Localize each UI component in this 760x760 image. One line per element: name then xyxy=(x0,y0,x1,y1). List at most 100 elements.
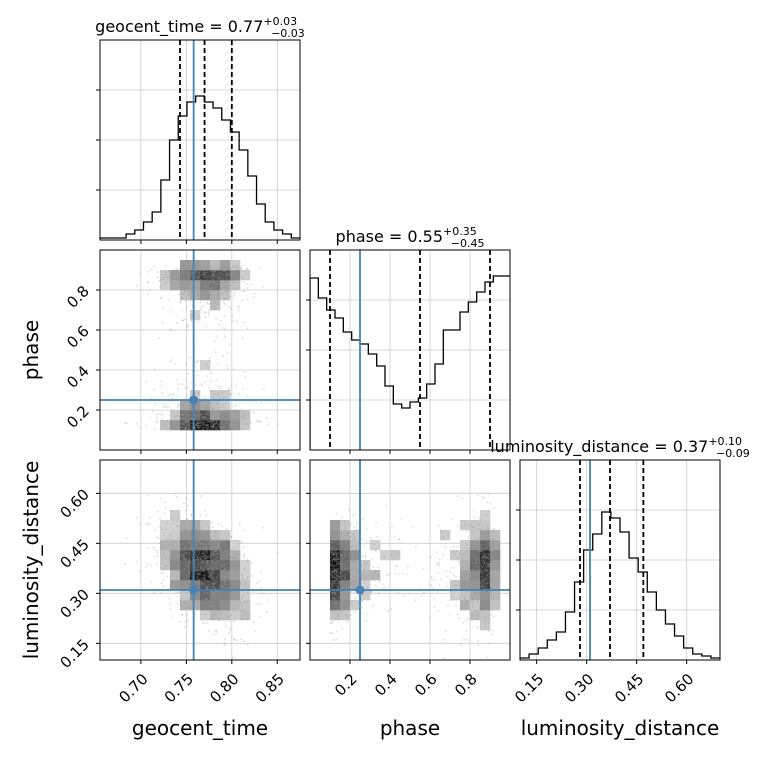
sample-point xyxy=(481,539,484,542)
sample-point xyxy=(182,553,184,556)
sample-point xyxy=(241,573,244,576)
sample-point xyxy=(224,567,227,570)
sample-point xyxy=(216,283,219,285)
sample-point xyxy=(213,297,216,300)
sample-point xyxy=(212,419,215,422)
sample-point xyxy=(481,555,484,558)
sample-point xyxy=(229,581,232,584)
sample-point xyxy=(222,426,225,429)
sample-point xyxy=(220,409,223,412)
sample-point xyxy=(191,422,193,425)
sample-point xyxy=(200,428,203,431)
sample-point xyxy=(228,265,230,268)
sample-point xyxy=(206,536,209,539)
sample-point xyxy=(348,570,351,573)
sample-point xyxy=(223,603,226,606)
sample-point xyxy=(370,576,373,579)
sample-point xyxy=(165,276,168,279)
sample-point xyxy=(203,558,206,560)
sample-point xyxy=(333,522,336,525)
sample-point xyxy=(160,497,162,500)
sample-point xyxy=(337,608,340,610)
sample-point xyxy=(432,587,435,590)
sample-point xyxy=(400,517,403,520)
sample-point xyxy=(210,428,212,431)
sample-point xyxy=(188,548,190,551)
sample-point xyxy=(181,383,184,386)
sample-point xyxy=(218,586,220,589)
sample-point xyxy=(490,541,493,543)
sample-point xyxy=(188,274,191,277)
sample-point xyxy=(489,578,492,580)
sample-point xyxy=(209,543,211,546)
sample-point xyxy=(212,423,215,426)
density-cell xyxy=(480,600,491,611)
panel-frame xyxy=(309,459,511,661)
sample-point xyxy=(331,571,334,574)
sample-point xyxy=(476,547,479,549)
sample-point xyxy=(365,540,368,543)
x-tick-label-phase: 0.4 xyxy=(371,670,401,700)
sample-point xyxy=(182,266,185,269)
sample-point xyxy=(205,547,207,550)
sample-point xyxy=(354,551,357,553)
sample-point xyxy=(479,546,481,549)
sample-point xyxy=(199,280,201,283)
sample-point xyxy=(190,514,193,517)
sample-point xyxy=(182,422,185,425)
density-cell xyxy=(200,280,211,291)
sample-point xyxy=(217,275,220,278)
sample-point xyxy=(188,564,191,567)
sample-point xyxy=(482,604,485,607)
sample-point xyxy=(201,274,204,277)
density-cell xyxy=(190,540,201,551)
sample-point xyxy=(206,293,209,296)
sample-point xyxy=(339,591,341,594)
sample-point xyxy=(203,273,206,275)
sample-point xyxy=(177,517,180,520)
sample-point xyxy=(477,559,480,562)
sample-point xyxy=(234,616,236,619)
sample-point xyxy=(147,563,149,566)
density-cell xyxy=(220,570,231,581)
sample-point xyxy=(207,428,209,431)
sample-point xyxy=(480,585,483,588)
sample-point xyxy=(222,564,225,567)
sample-point xyxy=(182,417,185,420)
sample-point xyxy=(487,553,490,556)
density-cell xyxy=(190,560,201,571)
sample-point xyxy=(212,582,215,585)
sample-point xyxy=(468,583,471,586)
sample-point xyxy=(198,540,200,543)
sample-point xyxy=(188,571,191,573)
sample-point xyxy=(202,426,204,429)
sample-point xyxy=(196,523,199,526)
sample-point xyxy=(233,410,236,413)
sample-point xyxy=(197,533,200,536)
sample-point xyxy=(166,406,168,409)
sample-point xyxy=(210,585,213,588)
sample-point xyxy=(453,590,456,593)
sample-point xyxy=(336,558,339,561)
sample-point xyxy=(213,393,216,396)
sample-point xyxy=(226,274,229,277)
density-cell xyxy=(330,520,341,531)
sample-point xyxy=(430,584,432,586)
sample-point xyxy=(210,553,212,556)
sample-point xyxy=(211,605,214,608)
sample-point xyxy=(335,578,338,581)
sample-point xyxy=(351,604,354,607)
sample-point xyxy=(243,420,246,423)
sample-point xyxy=(329,591,332,593)
sample-point xyxy=(411,525,414,528)
sample-point xyxy=(215,402,218,405)
sample-point xyxy=(489,568,492,571)
sample-point xyxy=(332,566,335,569)
sample-point xyxy=(232,576,235,579)
sample-point xyxy=(491,576,493,579)
sample-point xyxy=(238,522,241,525)
sample-point xyxy=(370,537,372,540)
sample-point xyxy=(195,422,198,425)
sample-point xyxy=(485,546,488,549)
sample-point xyxy=(213,545,216,548)
